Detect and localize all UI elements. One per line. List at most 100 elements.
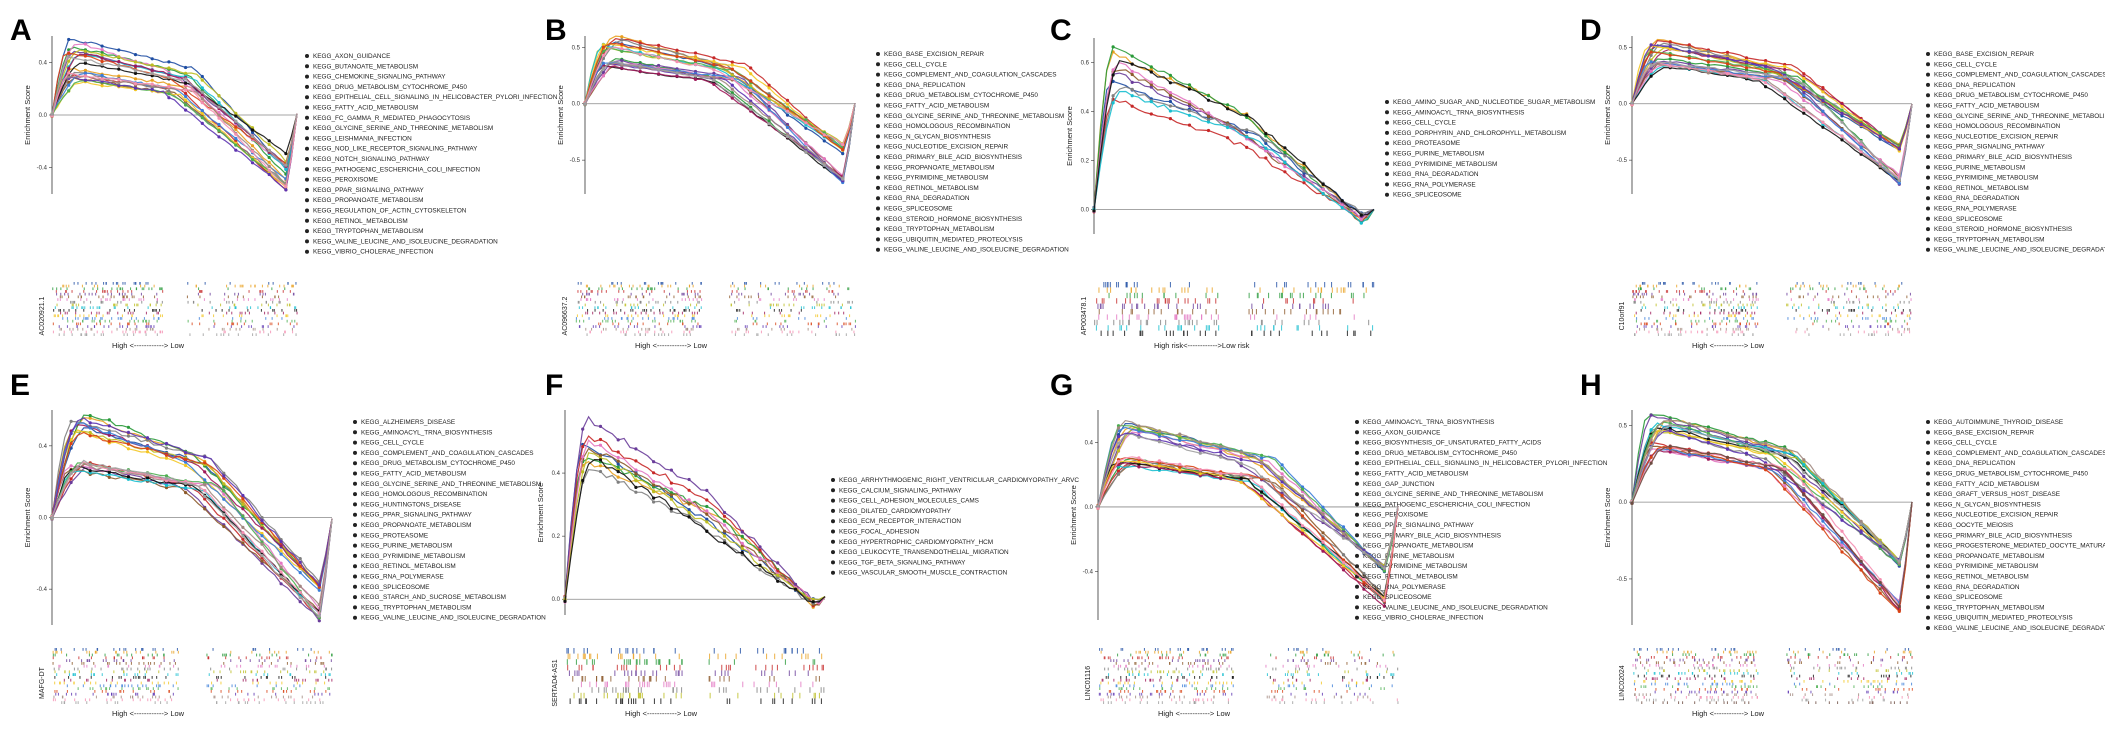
hit-mark bbox=[113, 648, 115, 651]
hit-mark bbox=[577, 653, 579, 660]
hit-mark bbox=[137, 676, 139, 679]
hit-mark bbox=[826, 287, 828, 291]
hit-mark bbox=[681, 670, 683, 676]
hit-mark bbox=[96, 306, 98, 309]
hit-mark bbox=[82, 319, 84, 323]
hit-mark bbox=[1645, 325, 1647, 328]
hit-mark bbox=[203, 298, 205, 301]
hit-mark bbox=[151, 287, 153, 291]
hit-mark bbox=[296, 664, 298, 668]
hit-mark bbox=[235, 692, 237, 696]
hit-mark bbox=[1793, 303, 1795, 307]
legend-entry: KEGG_NUCLEOTIDE_EXCISION_REPAIR bbox=[1934, 133, 2059, 140]
hit-mark bbox=[1723, 300, 1725, 304]
hit-mark bbox=[1750, 303, 1752, 307]
hit-mark bbox=[1853, 309, 1855, 312]
hit-mark bbox=[812, 659, 814, 665]
hit-mark bbox=[821, 653, 823, 660]
hit-mark bbox=[1651, 292, 1653, 296]
hit-mark bbox=[106, 298, 108, 301]
hit-mark bbox=[71, 333, 73, 336]
hit-mark bbox=[752, 317, 754, 320]
hit-mark bbox=[1207, 325, 1209, 331]
y-tick-label: 0.5 bbox=[572, 45, 581, 51]
hit-mark bbox=[586, 284, 588, 288]
hit-mark bbox=[1297, 325, 1299, 331]
hit-mark bbox=[621, 287, 623, 291]
series-line bbox=[1631, 44, 1913, 151]
hit-mark bbox=[240, 317, 242, 320]
hit-mark bbox=[163, 681, 165, 685]
hit-mark bbox=[254, 284, 256, 288]
hit-mark bbox=[739, 309, 741, 312]
hit-mark bbox=[91, 327, 93, 331]
hit-mark bbox=[315, 659, 317, 662]
hit-mark bbox=[105, 656, 107, 660]
hit-mark bbox=[245, 678, 247, 682]
hit-mark bbox=[278, 298, 280, 301]
hit-mark bbox=[620, 282, 622, 285]
hit-mark bbox=[323, 662, 325, 665]
hit-mark bbox=[792, 692, 794, 699]
hit-mark bbox=[665, 681, 667, 688]
hit-mark bbox=[121, 667, 123, 671]
hit-mark bbox=[794, 687, 796, 693]
hit-mark bbox=[1307, 282, 1309, 288]
hit-mark bbox=[53, 667, 55, 671]
hit-mark bbox=[1661, 327, 1663, 331]
y-tick-label: 0.4 bbox=[39, 60, 48, 66]
hit-mark bbox=[697, 322, 699, 326]
hit-mark bbox=[1643, 325, 1645, 328]
hit-mark bbox=[1639, 284, 1641, 288]
legend-marker bbox=[305, 95, 309, 100]
hit-mark bbox=[741, 292, 743, 296]
hit-mark bbox=[97, 648, 99, 651]
hit-mark bbox=[160, 303, 162, 307]
hit-mark bbox=[64, 698, 66, 702]
hit-mark bbox=[1185, 314, 1187, 320]
hit-mark bbox=[140, 681, 142, 685]
hit-mark bbox=[850, 322, 852, 326]
hit-mark bbox=[272, 298, 274, 301]
hit-mark bbox=[113, 656, 115, 660]
hit-mark bbox=[638, 692, 640, 699]
hit-mark bbox=[1731, 333, 1733, 336]
hit-mark bbox=[283, 333, 285, 336]
hit-mark bbox=[296, 322, 298, 326]
hit-mark bbox=[86, 298, 88, 301]
legend-entry: KEGG_NUCLEOTIDE_EXCISION_REPAIR bbox=[884, 144, 1009, 151]
hit-mark bbox=[142, 695, 144, 699]
hit-mark bbox=[128, 298, 130, 301]
hit-mark bbox=[589, 330, 591, 334]
hit-mark bbox=[144, 664, 146, 668]
legend-entry: KEGG_FATTY_ACID_METABOLISM bbox=[1934, 103, 2039, 110]
hit-mark bbox=[646, 309, 648, 312]
hit-mark bbox=[700, 325, 702, 328]
hit-mark bbox=[243, 698, 245, 702]
hit-mark bbox=[137, 684, 139, 688]
hit-mark bbox=[1853, 300, 1855, 304]
hit-mark bbox=[637, 322, 639, 326]
hit-mark bbox=[1100, 330, 1102, 336]
hit-mark bbox=[231, 684, 233, 688]
hit-mark bbox=[1787, 303, 1789, 307]
hit-mark bbox=[223, 333, 225, 336]
hit-mark bbox=[226, 284, 228, 288]
hit-mark bbox=[1733, 314, 1735, 318]
legend-entry: KEGG_AXON_GUIDANCE bbox=[1363, 429, 1440, 436]
hit-mark bbox=[132, 687, 134, 690]
hit-mark bbox=[1177, 298, 1179, 304]
legend-entry: KEGG_FATTY_ACID_METABOLISM bbox=[1363, 471, 1468, 478]
hit-mark bbox=[1330, 292, 1332, 299]
hit-mark bbox=[627, 295, 629, 299]
hit-mark bbox=[1737, 303, 1739, 307]
hit-mark bbox=[331, 667, 333, 671]
hit-mark bbox=[784, 292, 786, 296]
hit-mark bbox=[1634, 292, 1636, 296]
hit-mark bbox=[221, 695, 223, 699]
hit-mark bbox=[1850, 333, 1852, 336]
hit-mark bbox=[123, 333, 125, 336]
legend-entry: KEGG_BASE_EXCISION_REPAIR bbox=[1934, 51, 2034, 58]
hit-mark bbox=[90, 656, 92, 660]
hit-mark bbox=[120, 300, 122, 304]
